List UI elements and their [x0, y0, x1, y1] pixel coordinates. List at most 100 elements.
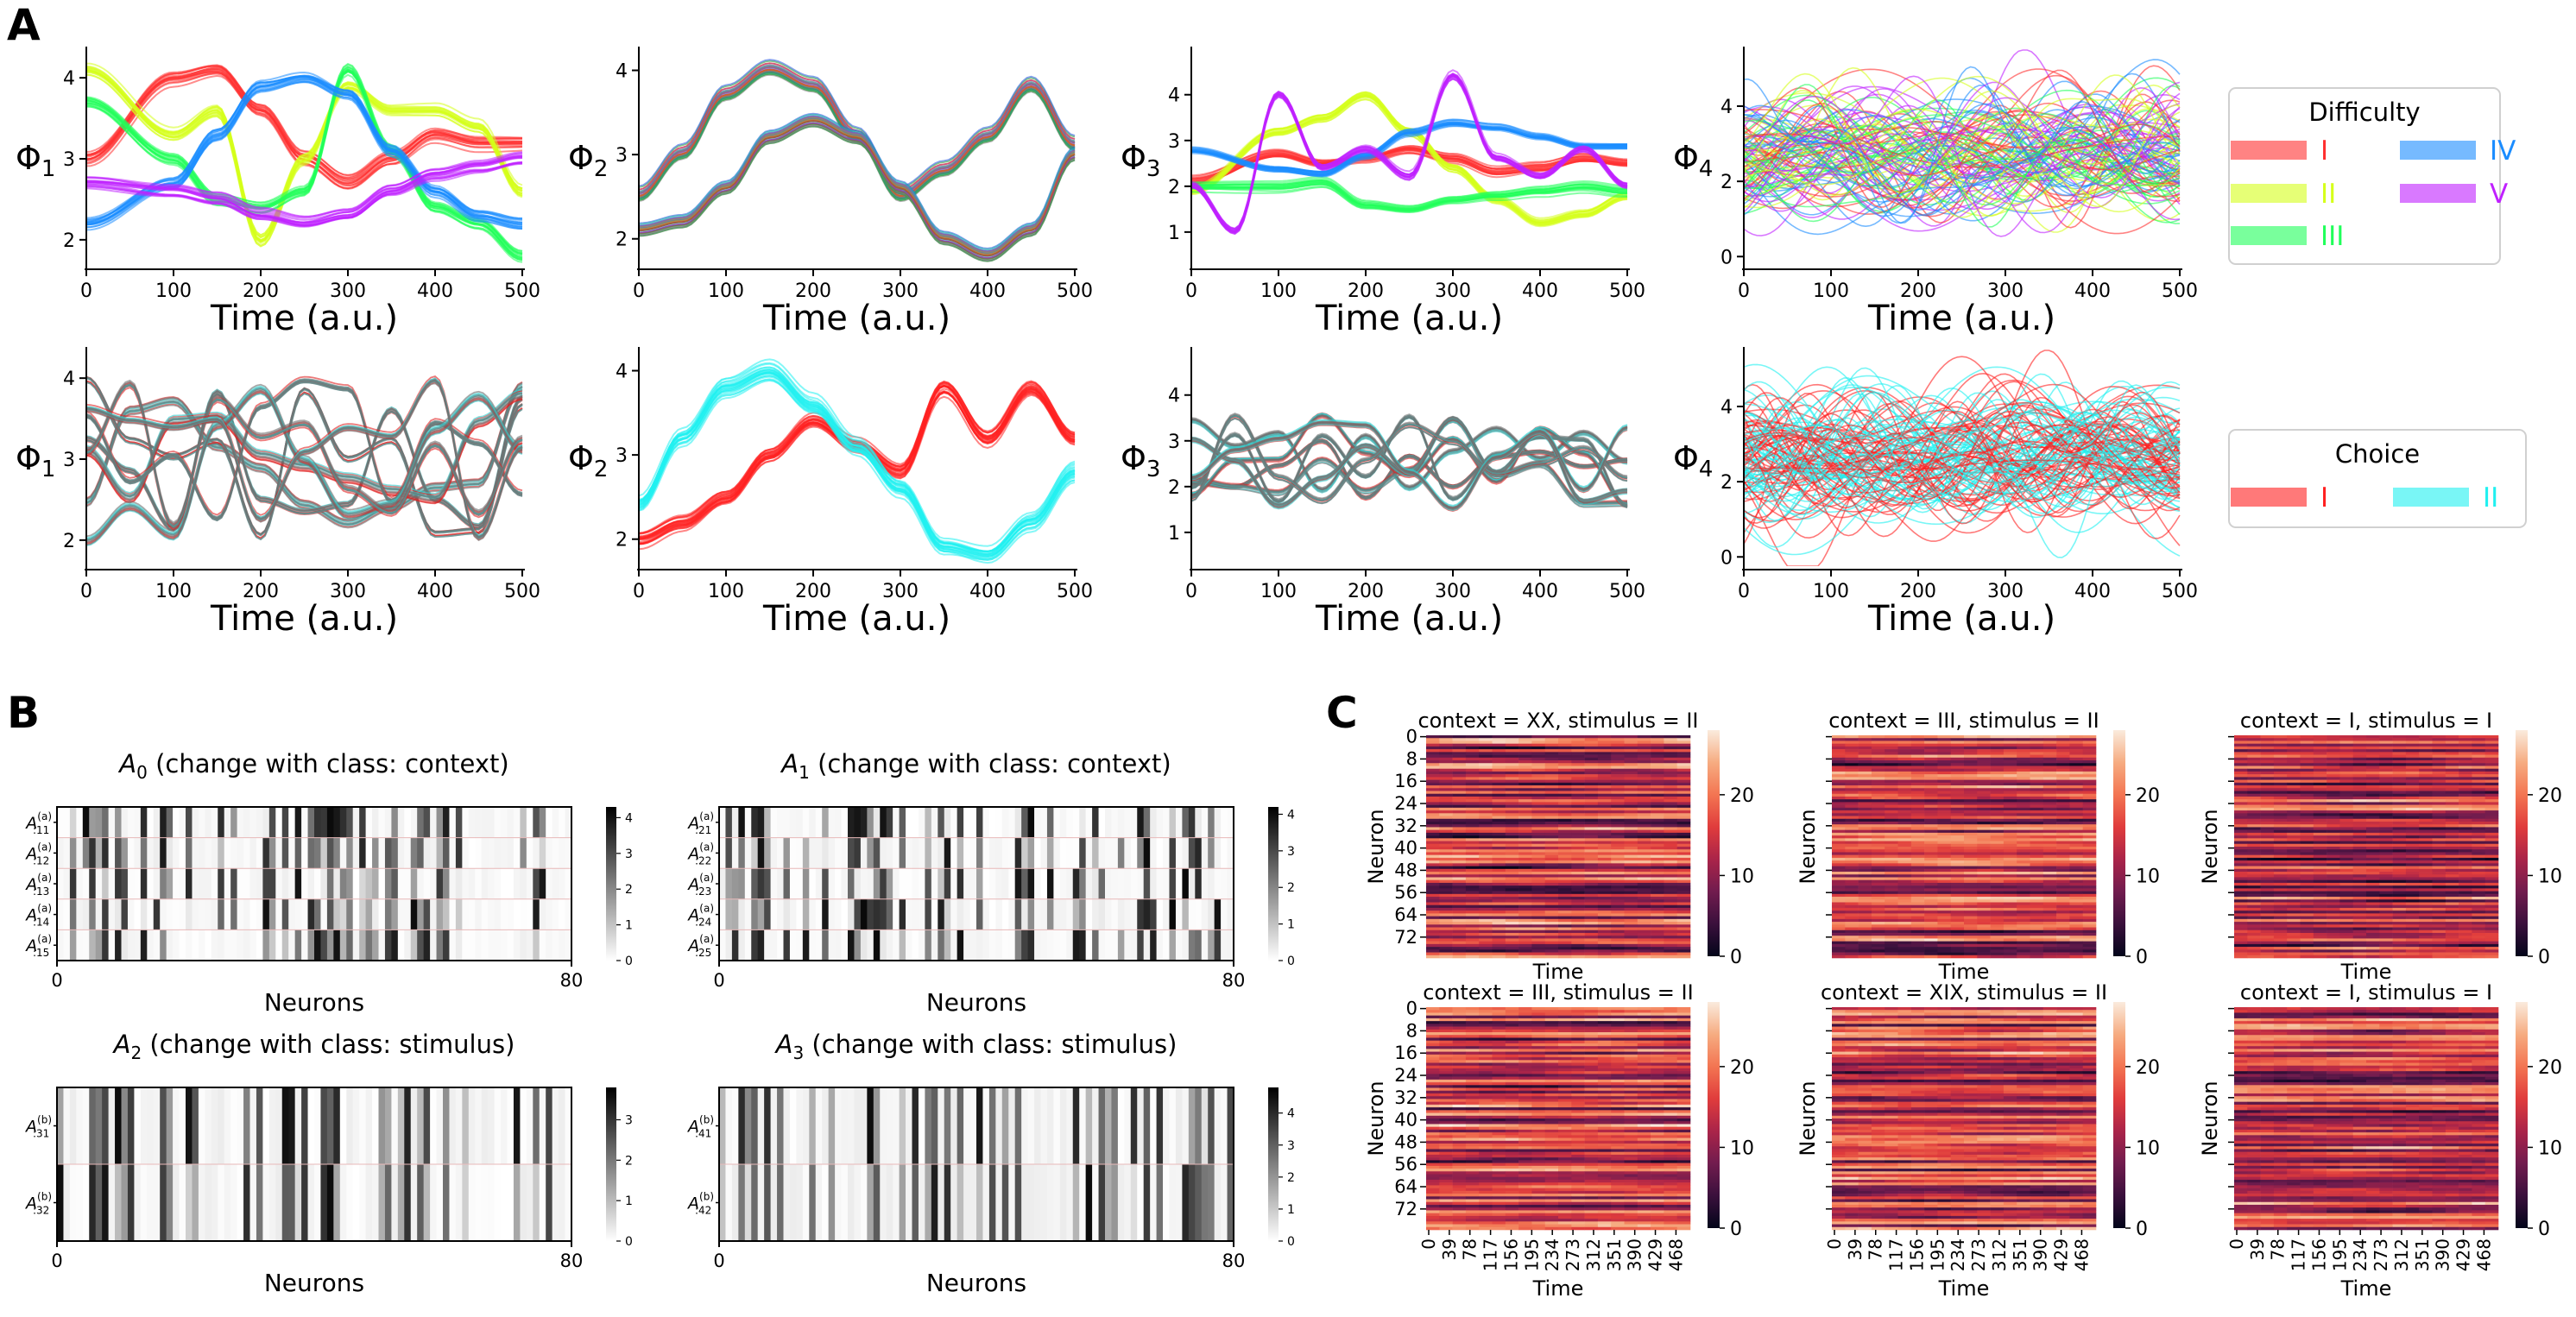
heatmap-cell [783, 1087, 791, 1165]
heatmap-cell [1977, 866, 1991, 870]
heatmap-cell [1651, 897, 1664, 900]
heatmap-cell [275, 837, 283, 869]
heatmap-cell [82, 807, 90, 838]
heatmap-cell [770, 1087, 778, 1165]
colorbar-tick-label: 2 [625, 1154, 633, 1168]
heatmap-cell [1584, 835, 1599, 839]
heatmap-cell [430, 868, 437, 900]
heatmap-cell [1426, 952, 1440, 956]
heatmap-cell [1105, 807, 1112, 838]
heatmap-cell [1977, 849, 1991, 853]
heatmap-cell [783, 868, 791, 900]
heatmap-cell [725, 807, 733, 838]
heatmap-cell [2082, 885, 2097, 889]
heatmap-cell [1676, 918, 1691, 923]
heatmap-cell [1845, 804, 1859, 809]
heatmap-cell [1950, 816, 1965, 820]
heatmap-cell [179, 929, 186, 961]
heatmap-cell [1676, 907, 1691, 911]
series-line-II [639, 362, 1076, 547]
row-label: A(b):32 [24, 1191, 52, 1217]
heatmap-cell [1079, 898, 1087, 930]
heatmap-cell [1871, 882, 1885, 886]
heatmap-cell [1964, 763, 1978, 766]
heatmap-cell [2017, 863, 2030, 866]
heatmap-cell [1597, 877, 1612, 880]
heatmap-cell [848, 868, 855, 900]
heatmap-cell [1871, 829, 1885, 834]
heatmap-cell [166, 837, 174, 869]
heatmap-cell [1066, 1164, 1074, 1242]
colorbar-tick-label: 2 [1287, 1171, 1295, 1185]
heatmap-cell [1452, 955, 1467, 959]
heatmap-cell [1531, 955, 1545, 959]
heatmap-cell [2069, 768, 2083, 772]
heatmap-cell [1858, 868, 1872, 873]
x-tick-label: 500 [1057, 280, 1093, 302]
heatmap-cell [2030, 879, 2044, 884]
heatmap-cell [1059, 807, 1067, 838]
heatmap-cell [1505, 936, 1519, 939]
heatmap-cell [372, 1164, 379, 1242]
heatmap-cell [1040, 837, 1048, 869]
heatmap-cell [559, 807, 565, 838]
heatmap-cell [1518, 904, 1532, 909]
heatmap-cell [1964, 782, 1978, 786]
heatmap-cell [1452, 738, 1467, 741]
heatmap-cell [1937, 746, 1951, 750]
heatmap-cell [2030, 802, 2044, 805]
heatmap-cell [931, 837, 938, 869]
heatmap-cell [526, 898, 534, 930]
heatmap-cell [1479, 885, 1493, 889]
heatmap-cell [2030, 804, 2044, 809]
heatmap-cell [443, 898, 450, 930]
series-lines [1191, 69, 1628, 236]
heatmap-cell [1897, 782, 1912, 786]
heatmap-cell [1885, 738, 1898, 741]
heatmap-cell [1544, 902, 1559, 906]
heatmap-cell [1098, 1087, 1106, 1165]
heatmap-cell [186, 898, 193, 930]
heatmap-cell [1492, 818, 1506, 822]
heatmap-cell [1950, 802, 1965, 805]
heatmap-cell [738, 1087, 746, 1165]
heatmap-cell [230, 1087, 237, 1165]
heatmap-cell [1584, 929, 1599, 934]
heatmap-cell [160, 837, 167, 869]
heatmap-cell [1479, 788, 1493, 791]
heatmap-cell [1558, 877, 1572, 880]
heatmap-cell [2030, 807, 2044, 811]
heatmap-cell [1544, 807, 1559, 811]
heatmap-cell [352, 837, 360, 869]
heatmap-cell [262, 837, 270, 869]
heatmap-cell [1188, 1087, 1196, 1165]
heatmap-cell [481, 1087, 489, 1165]
heatmap-cell [1664, 955, 1677, 959]
heatmap-cell [1910, 877, 1925, 880]
heatmap-cell [565, 929, 572, 961]
heatmap-cell [2042, 891, 2057, 895]
heatmap-cell [1558, 911, 1572, 914]
heatmap-cell [1584, 952, 1599, 956]
heatmap-cell [931, 1164, 938, 1242]
heatmap-cell [1597, 943, 1612, 948]
heatmap-cell [1571, 897, 1585, 900]
heatmap-cell [731, 1164, 739, 1242]
heatmap-cell [1544, 913, 1559, 917]
heatmap-cell [1214, 1164, 1222, 1242]
heatmap-cell [1937, 779, 1951, 784]
heatmap-cell [1426, 866, 1440, 870]
heatmap-cell [2069, 802, 2083, 805]
heatmap-cell [1651, 799, 1664, 803]
heatmap-cell [243, 1087, 250, 1165]
heatmap-cell [372, 1087, 379, 1165]
heatmap-cell [1664, 927, 1677, 931]
heatmap-cell [751, 1164, 759, 1242]
heatmap-cell [268, 1164, 276, 1242]
heatmap-cell [1924, 788, 1938, 791]
legend-label: I [2320, 135, 2328, 167]
heatmap-cell [2003, 879, 2017, 884]
heatmap-cell [2056, 818, 2070, 822]
heatmap-cell [1452, 885, 1467, 889]
heatmap-cell [1518, 821, 1532, 825]
